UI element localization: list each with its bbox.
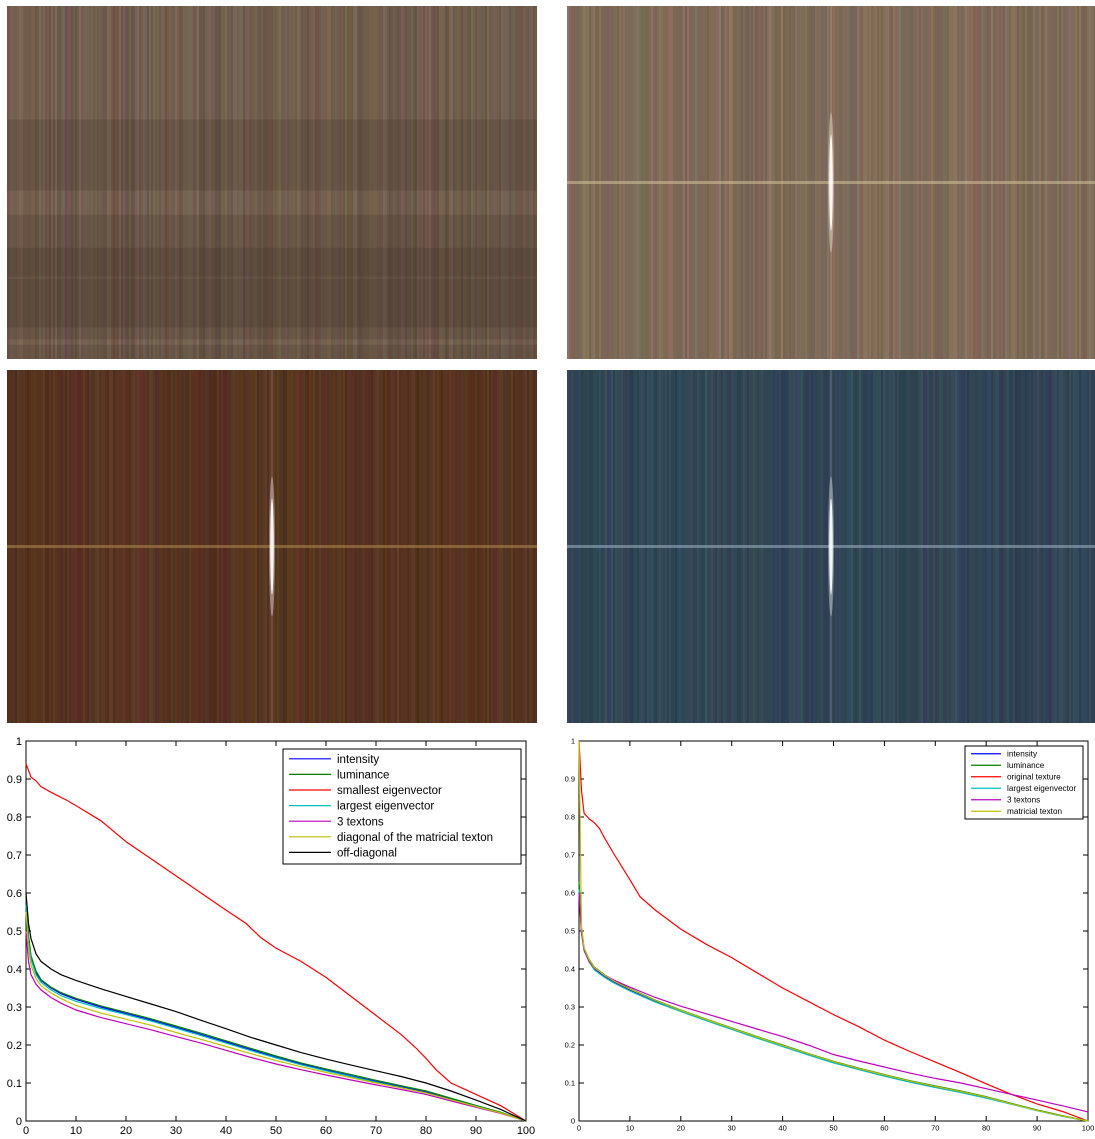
x-tick-label: 70 — [931, 1124, 939, 1133]
spectrum-image-beige — [567, 6, 1095, 359]
y-tick-label: 0.8 — [7, 812, 22, 824]
x-tick-label: 0 — [577, 1124, 581, 1133]
y-tick-label: 0.3 — [565, 1003, 575, 1012]
y-tick-label: 0 — [16, 1116, 22, 1128]
x-tick-label: 0 — [23, 1125, 29, 1137]
y-tick-label: 0.7 — [7, 850, 22, 862]
spectrum-image-blue — [567, 370, 1095, 723]
x-tick-label: 90 — [470, 1125, 482, 1137]
x-tick-label: 20 — [677, 1124, 685, 1133]
y-tick-label: 0 — [571, 1117, 575, 1126]
y-tick-label: 0.4 — [565, 965, 575, 974]
legend-entry: intensity — [337, 754, 379, 766]
x-tick-label: 60 — [320, 1125, 332, 1137]
legend: intensity luminance original texture larges… — [964, 745, 1084, 820]
x-tick-label: 80 — [420, 1125, 432, 1137]
x-tick-label: 40 — [220, 1125, 232, 1137]
x-tick-label: 50 — [829, 1124, 837, 1133]
legend-entry: 3 textons — [337, 816, 384, 828]
x-tick-label: 100 — [1082, 1124, 1095, 1133]
y-tick-label: 0.8 — [565, 813, 575, 822]
legend: intensity luminance smallest eigenvector la… — [282, 748, 522, 865]
legend-entry: largest eigenvector — [337, 801, 434, 813]
series-line-largest-eigenvector — [578, 889, 1089, 1122]
legend-entry: largest eigenvector — [1007, 784, 1076, 793]
chart-left-decay-curves: 0 10 20 30 40 50 60 70 80 90 100 0 0.1 0.2 0.3 0.4 0.5 0.… — [7, 736, 535, 1137]
y-tick-label: 0.2 — [565, 1041, 575, 1050]
y-tick-label: 0.6 — [565, 889, 575, 898]
series-group — [578, 740, 1089, 1122]
y-tick-label: 0.4 — [7, 964, 22, 976]
chart-right-decay-curves: 0 10 20 30 40 50 60 70 80 90 100 0 0.1 0.2 0.3 0.4 0.5 0.… — [565, 737, 1095, 1133]
x-tick-label: 40 — [778, 1124, 786, 1133]
x-tick-label: 10 — [626, 1124, 634, 1133]
series-line-original-texture — [578, 740, 1089, 1122]
x-tick-label: 10 — [70, 1125, 82, 1137]
y-tick-label: 0.9 — [565, 775, 575, 784]
legend-entry: diagonal of the matricial texton — [337, 832, 493, 844]
legend-entry: original texture — [1007, 773, 1061, 782]
x-tick-label: 30 — [728, 1124, 736, 1133]
series-line-diagonal-of-the-matricial-texton — [25, 911, 527, 1122]
legend-entry: luminance — [1007, 761, 1045, 770]
spectrum-image-brown — [7, 370, 537, 723]
y-tick-label: 0.5 — [565, 927, 575, 936]
y-tick-label: 1 — [571, 737, 575, 746]
x-tick-label: 60 — [880, 1124, 888, 1133]
y-tick-label: 1 — [16, 736, 22, 748]
x-tick-label: 20 — [120, 1125, 132, 1137]
y-tick-label: 0.1 — [7, 1078, 22, 1090]
series-group — [25, 763, 527, 1122]
legend-entry: smallest eigenvector — [337, 785, 442, 797]
x-tick-label: 100 — [517, 1125, 535, 1137]
legend-entry: luminance — [337, 770, 389, 782]
legend-entry: matricial texton — [1007, 807, 1063, 816]
y-tick-label: 0.2 — [7, 1040, 22, 1052]
series-line-matricial-texton — [578, 740, 1089, 1122]
x-tick-label: 30 — [170, 1125, 182, 1137]
legend-entry: 3 textons — [1007, 796, 1040, 805]
y-tick-label: 0.9 — [7, 774, 22, 786]
y-tick-label: 0.3 — [7, 1002, 22, 1014]
series-line-smallest-eigenvector — [25, 763, 527, 1122]
series-line-off-diagonal — [25, 892, 527, 1122]
texture-image-original — [7, 6, 537, 359]
series-line-luminance — [25, 896, 527, 1122]
series-line-intensity — [25, 900, 527, 1122]
x-tick-label: 50 — [270, 1125, 282, 1137]
x-tick-label: 70 — [370, 1125, 382, 1137]
series-line-3-textons — [25, 930, 527, 1122]
legend-box — [964, 745, 1084, 820]
y-tick-label: 0.7 — [565, 851, 575, 860]
legend-box — [282, 748, 522, 865]
x-tick-label: 80 — [982, 1124, 990, 1133]
legend-entry: off-diagonal — [337, 848, 397, 860]
legend-entry: intensity — [1007, 750, 1038, 759]
y-tick-label: 0.1 — [565, 1079, 575, 1088]
x-tick-label: 90 — [1033, 1124, 1041, 1133]
y-tick-label: 0.5 — [7, 926, 22, 938]
y-tick-label: 0.6 — [7, 888, 22, 900]
